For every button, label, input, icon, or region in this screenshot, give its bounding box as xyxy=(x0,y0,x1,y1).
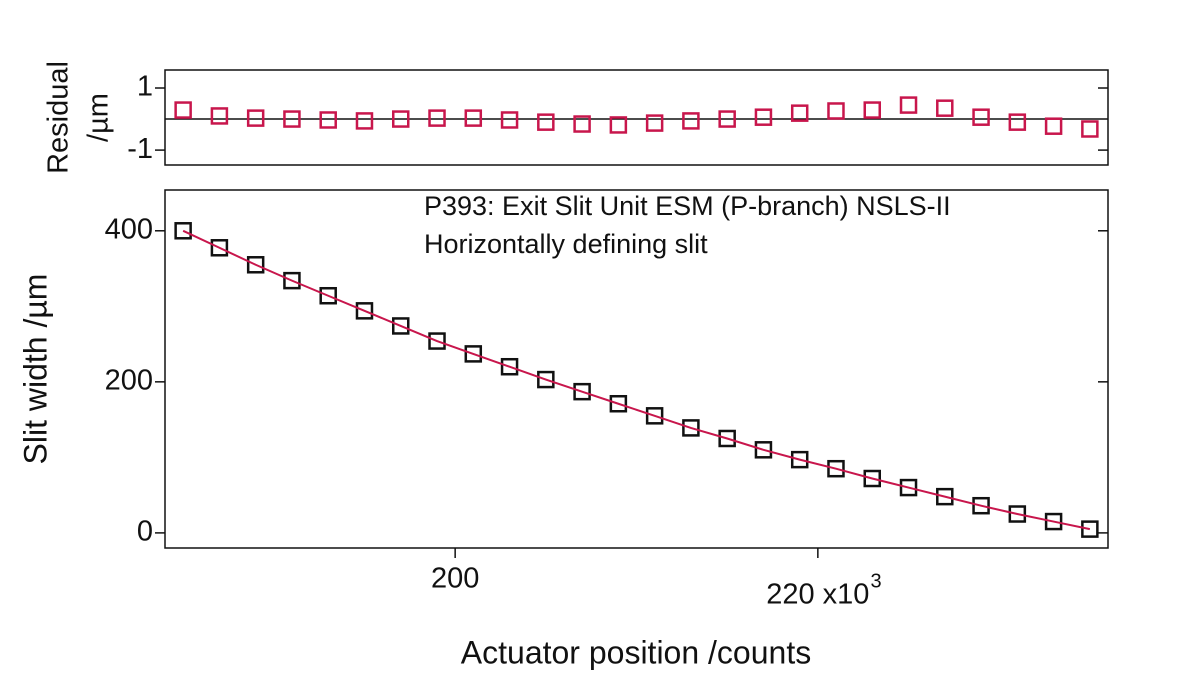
marker xyxy=(537,370,555,389)
plot-frame xyxy=(164,189,1109,549)
marker xyxy=(790,450,809,469)
marker xyxy=(428,332,446,350)
marker xyxy=(972,496,990,515)
y-tick-label: -1 xyxy=(127,133,153,165)
marker xyxy=(609,116,628,134)
marker xyxy=(718,110,736,128)
y-axis-label: /µm xyxy=(83,93,115,142)
marker xyxy=(754,108,773,126)
y-tick-label: 400 xyxy=(105,213,153,245)
marker xyxy=(500,111,519,129)
marker xyxy=(428,109,446,127)
marker xyxy=(1008,113,1027,131)
marker xyxy=(573,115,591,133)
marker xyxy=(355,302,374,320)
annotation: Horizontally defining slit xyxy=(424,229,708,259)
x-axis-label: Actuator position /counts xyxy=(461,634,811,670)
marker xyxy=(319,111,337,129)
marker xyxy=(319,286,337,305)
y-tick-label: 1 xyxy=(137,71,153,103)
marker xyxy=(464,109,483,127)
plot-frame xyxy=(164,69,1109,166)
marker xyxy=(537,113,555,131)
marker xyxy=(645,407,664,425)
marker xyxy=(1044,512,1063,531)
marker xyxy=(718,429,736,448)
marker xyxy=(246,256,265,274)
marker xyxy=(1044,117,1063,135)
annotation: P393: Exit Slit Unit ESM (P-branch) NSLS… xyxy=(424,191,951,221)
marker xyxy=(682,419,700,437)
fit-line xyxy=(182,229,1091,531)
marker xyxy=(1008,505,1027,523)
marker xyxy=(1081,120,1099,138)
marker xyxy=(573,382,591,401)
y-axis-label: Residual xyxy=(43,61,75,174)
marker xyxy=(174,222,192,240)
marker xyxy=(863,469,881,488)
marker xyxy=(899,96,918,114)
marker xyxy=(609,394,628,413)
marker xyxy=(464,345,483,363)
marker xyxy=(863,101,881,119)
marker xyxy=(790,104,809,122)
marker xyxy=(392,110,410,128)
y-tick-label: 0 xyxy=(137,516,153,548)
marker xyxy=(283,271,301,290)
x-tick-label: 200 xyxy=(431,563,479,595)
marker xyxy=(972,108,990,126)
marker xyxy=(392,317,410,335)
marker xyxy=(899,478,918,497)
x-tick-label: 220 x10 xyxy=(766,579,869,611)
marker xyxy=(174,101,192,119)
y-axis-label: Slit width /µm xyxy=(17,274,53,465)
marker xyxy=(827,459,845,478)
marker xyxy=(682,112,700,130)
marker xyxy=(1081,520,1099,538)
x-exponent: 3 xyxy=(870,570,881,592)
marker xyxy=(210,239,229,257)
marker xyxy=(355,112,374,130)
marker xyxy=(500,357,519,376)
marker xyxy=(754,441,773,459)
marker xyxy=(246,109,265,127)
marker xyxy=(936,487,954,506)
marker xyxy=(645,114,664,132)
marker xyxy=(827,102,845,120)
marker xyxy=(936,99,954,117)
y-tick-label: 200 xyxy=(105,364,153,396)
marker xyxy=(210,107,229,125)
marker xyxy=(283,110,301,128)
